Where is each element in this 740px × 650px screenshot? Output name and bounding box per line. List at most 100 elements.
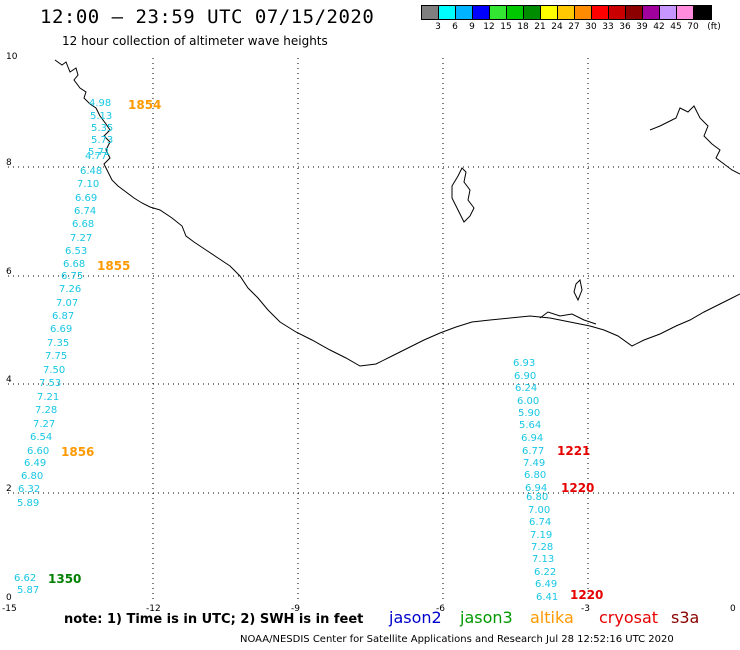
coastline-lake — [451, 167, 475, 223]
wave-height-value: 6.93 — [513, 358, 535, 369]
wave-height-value: 6.80 — [21, 471, 43, 482]
legend-swatches — [421, 5, 712, 20]
wave-height-value: 7.50 — [43, 365, 65, 376]
wave-height-value: 7.28 — [531, 542, 553, 553]
legend-swatch — [541, 6, 558, 19]
legend-label: 27 — [568, 22, 580, 32]
x-tick-label: 0 — [730, 604, 736, 614]
time-label: 1856 — [61, 445, 94, 459]
wave-height-value: 7.49 — [523, 458, 545, 469]
footer-credit: NOAA/NESDIS Center for Satellite Applica… — [240, 634, 674, 645]
legend-label: 45 — [670, 22, 682, 32]
y-tick-label: 0 — [6, 593, 12, 603]
legend-label: 3 — [435, 22, 441, 32]
legend-swatch — [473, 6, 490, 19]
legend-swatch — [643, 6, 660, 19]
wave-height-value: 5.89 — [17, 498, 39, 509]
wave-height-value: 7.13 — [532, 554, 554, 565]
legend-swatch — [456, 6, 473, 19]
satellite-label-jason2: jason2 — [389, 608, 442, 627]
wave-height-value: 7.07 — [56, 298, 78, 309]
legend-label: 9 — [469, 22, 475, 32]
wave-height-value: 6.94 — [521, 433, 543, 444]
wave-height-value: 5.90 — [518, 408, 540, 419]
legend-label: 24 — [551, 22, 563, 32]
wave-track-left: 4.98 5.135.355.735.714.77 6.48 7.10 6.69 6.74… — [14, 98, 113, 596]
wave-height-value: 6.68 — [72, 219, 94, 230]
wave-height-value: 7.00 — [528, 505, 550, 516]
satellite-label-jason3: jason3 — [460, 608, 513, 627]
y-tick-label: 10 — [6, 52, 18, 62]
axis-ticks: -15 -12 -9 -6 -3 0 10 8 6 4 2 0 — [2, 52, 736, 614]
wave-height-value: 6.94 — [525, 483, 547, 494]
wave-height-value: 6.24 — [515, 383, 537, 394]
wave-height-value: 6.75 — [61, 271, 83, 282]
legend-label: 33 — [602, 22, 614, 32]
legend-swatch — [609, 6, 626, 19]
legend-label: 70 — [687, 22, 699, 32]
legend-swatch — [626, 6, 643, 19]
wave-height-value: 4.77 — [85, 151, 107, 162]
wave-height-value: 6.62 — [14, 573, 36, 584]
wave-height-value: 6.80 — [526, 492, 548, 503]
wave-height-value: 5.71 — [88, 147, 110, 158]
time-label: 1221 — [557, 444, 590, 458]
legend-label: 36 — [619, 22, 631, 32]
color-scale-legend: 3 6 9 12 15 18 21 24 27 30 33 36 39 42 45 70 (ft) — [421, 5, 721, 34]
legend-label: 12 — [483, 22, 495, 32]
wave-height-value: 6.22 — [534, 567, 556, 578]
wave-height-value: 6.49 — [535, 579, 557, 590]
wave-height-value: 5.87 — [17, 585, 39, 596]
legend-swatch — [422, 6, 439, 19]
wave-height-value: 6.74 — [529, 517, 551, 528]
wave-height-value: 6.41 — [536, 592, 558, 603]
wave-height-value: 7.75 — [45, 351, 67, 362]
legend-swatch — [558, 6, 575, 19]
wave-height-value: 6.32 — [18, 484, 40, 495]
x-tick-label: -3 — [581, 604, 590, 614]
wave-height-value: 7.27 — [33, 419, 55, 430]
wave-height-value: 7.26 — [59, 284, 81, 295]
wave-height-value: 6.80 — [524, 470, 546, 481]
coastline — [54, 59, 740, 367]
legend-label: 6 — [452, 22, 458, 32]
legend-swatch — [490, 6, 507, 19]
legend-swatch — [507, 6, 524, 19]
wave-height-value: 6.69 — [75, 193, 97, 204]
wave-height-value: 7.28 — [35, 405, 57, 416]
time-label: 1350 — [48, 572, 81, 586]
wave-height-value: 6.53 — [65, 246, 87, 257]
wave-height-value: 7.53 — [39, 378, 61, 389]
wave-height-value: 5.64 — [519, 420, 541, 431]
legend-label: 42 — [653, 22, 665, 32]
grid-lines — [8, 58, 734, 602]
wave-height-value: 6.60 — [27, 446, 49, 457]
satellite-label-cryosat: cryosat — [599, 608, 659, 627]
wave-height-value: 7.10 — [77, 179, 99, 190]
satellite-label-altika: altika — [530, 608, 574, 627]
page-subtitle: 12 hour collection of altimeter wave hei… — [62, 34, 328, 48]
legend-swatch — [694, 6, 711, 19]
note-text: note: 1) Time is in UTC; 2) SWH is in fe… — [64, 612, 364, 627]
wave-height-value: 6.48 — [80, 166, 102, 177]
time-label: 1220 — [561, 481, 594, 495]
legend-label: 15 — [500, 22, 512, 32]
x-tick-label: -9 — [291, 604, 300, 614]
legend-labels: 3 6 9 12 15 18 21 24 27 30 33 36 39 42 45 70 (ft) — [421, 20, 721, 34]
wave-height-value: 6.00 — [517, 396, 539, 407]
satellite-label-s3a: s3a — [671, 608, 700, 627]
y-tick-label: 6 — [6, 267, 12, 277]
wave-height-value: 6.77 — [522, 446, 544, 457]
legend-swatch — [575, 6, 592, 19]
coastline-island — [573, 278, 583, 302]
wave-height-value: 5.13 — [90, 111, 112, 122]
time-label: 1854 — [128, 98, 161, 112]
wave-height-value: 6.90 — [514, 371, 536, 382]
wave-height-value: 7.27 — [70, 233, 92, 244]
page-title: 12:00 – 23:59 UTC 07/15/2020 — [40, 6, 375, 28]
legend-label: 18 — [517, 22, 529, 32]
time-labels: 1854 1855 1856 1350 1221 1220 1220 — [48, 98, 603, 602]
y-tick-label: 4 — [6, 375, 12, 385]
wave-height-value: 6.54 — [30, 432, 52, 443]
